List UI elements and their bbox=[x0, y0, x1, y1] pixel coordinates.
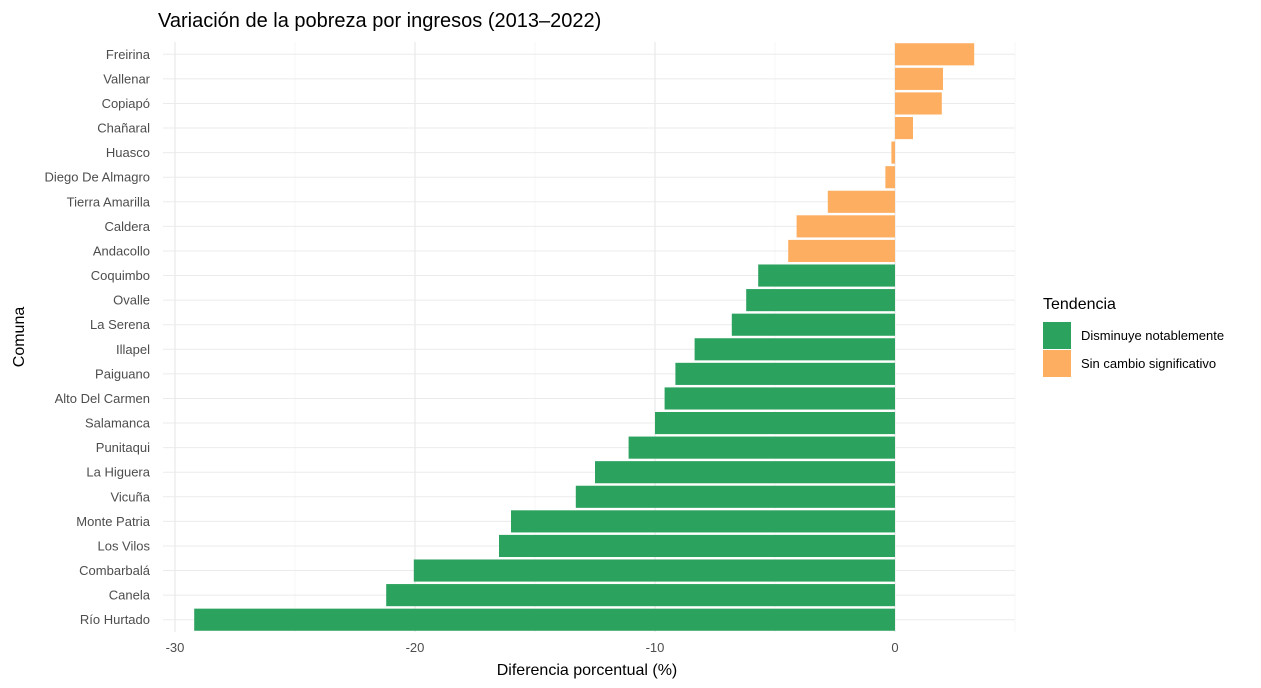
bar bbox=[413, 559, 895, 582]
bar bbox=[675, 362, 895, 385]
legend-swatch bbox=[1043, 322, 1071, 349]
legend-title: Tendencia bbox=[1043, 296, 1116, 313]
category-label: Los Vilos bbox=[97, 538, 150, 553]
legend-label: Disminuye notablemente bbox=[1081, 328, 1224, 343]
category-label: Salamanca bbox=[85, 416, 151, 431]
legend-swatch bbox=[1043, 350, 1071, 377]
category-label: Combarbalá bbox=[79, 563, 151, 578]
bar bbox=[885, 166, 895, 189]
category-label: Chañaral bbox=[97, 121, 150, 136]
category-label: Diego De Almagro bbox=[45, 170, 151, 185]
category-label: Monte Patria bbox=[76, 514, 150, 529]
category-label: Copiapó bbox=[102, 96, 150, 111]
bar bbox=[895, 116, 913, 140]
category-label: La Higuera bbox=[86, 465, 150, 480]
bar bbox=[499, 534, 895, 558]
y-axis-title: Comuna bbox=[11, 307, 28, 368]
category-label: Vallenar bbox=[103, 71, 150, 86]
category-label: Freirina bbox=[106, 47, 151, 62]
chart-title: Variación de la pobreza por ingresos (20… bbox=[158, 10, 601, 32]
bar bbox=[664, 387, 895, 410]
x-tick-label: -20 bbox=[406, 640, 425, 655]
legend: Disminuye notablemente Sin cambio signifi… bbox=[1043, 322, 1224, 377]
category-label: Coquimbo bbox=[91, 268, 150, 283]
x-axis-title: Diferencia porcentual (%) bbox=[497, 662, 678, 679]
bar bbox=[731, 313, 895, 336]
category-label: Caldera bbox=[104, 219, 150, 234]
category-label: Vicuña bbox=[110, 489, 150, 504]
x-tick-labels: -30 -20 -10 0 bbox=[166, 640, 899, 655]
bar bbox=[511, 510, 895, 533]
bar bbox=[655, 411, 895, 435]
bar bbox=[595, 461, 895, 484]
x-tick-label: -30 bbox=[166, 640, 185, 655]
bars bbox=[194, 43, 975, 631]
category-label: Illapel bbox=[116, 342, 150, 357]
bar bbox=[575, 485, 895, 508]
category-label: Alto Del Carmen bbox=[55, 391, 150, 406]
legend-label: Sin cambio significativo bbox=[1081, 356, 1216, 371]
bar bbox=[895, 43, 975, 66]
bar bbox=[694, 338, 895, 361]
bar bbox=[827, 190, 895, 213]
bar bbox=[796, 215, 895, 238]
bar bbox=[891, 141, 895, 164]
category-label: Punitaqui bbox=[96, 440, 150, 455]
x-tick-label: -10 bbox=[646, 640, 665, 655]
bar bbox=[895, 67, 943, 90]
bar bbox=[895, 92, 942, 115]
category-labels: Freirina Vallenar Copiapó Chañaral Huasco Die… bbox=[45, 47, 151, 627]
category-label: Tierra Amarilla bbox=[67, 194, 151, 209]
category-label: Andacollo bbox=[93, 243, 150, 258]
bar bbox=[746, 289, 895, 312]
category-label: Paiguano bbox=[95, 366, 150, 381]
category-label: Huasco bbox=[106, 145, 150, 160]
category-label: Ovalle bbox=[113, 293, 150, 308]
bar bbox=[628, 436, 895, 459]
category-label: La Serena bbox=[90, 317, 151, 332]
category-label: Canela bbox=[109, 588, 151, 603]
bar bbox=[194, 608, 895, 631]
bar bbox=[788, 239, 895, 263]
category-label: Río Hurtado bbox=[80, 612, 150, 627]
x-tick-label: 0 bbox=[891, 640, 898, 655]
bar bbox=[386, 584, 895, 607]
bar bbox=[758, 264, 895, 287]
